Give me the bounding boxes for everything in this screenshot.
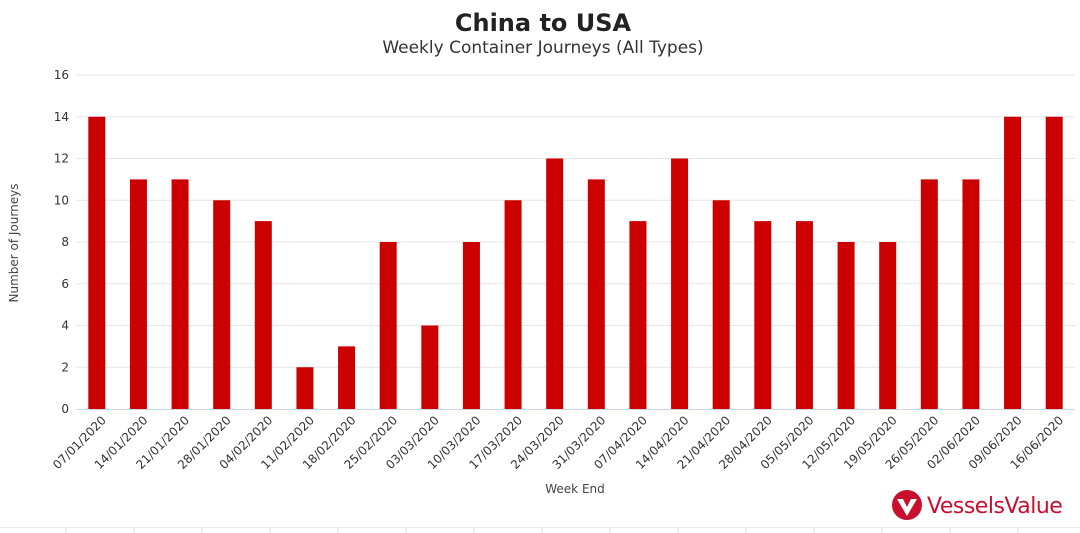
y-tick-label: 16 (54, 68, 69, 82)
gridlines (76, 74, 1075, 368)
bar (754, 221, 772, 409)
bar (254, 221, 272, 409)
y-tick-label: 4 (61, 319, 69, 333)
bar (1004, 116, 1022, 409)
y-axis-ticks: 0 2 4 6 8 10 12 14 16 (54, 68, 69, 416)
bar (587, 179, 605, 409)
y-tick-label: 2 (61, 360, 69, 374)
bar (379, 242, 397, 409)
x-axis-title: Week End (545, 482, 605, 496)
bar (296, 367, 314, 409)
bar (504, 200, 522, 409)
bar (88, 116, 106, 409)
bar (837, 242, 855, 409)
bar (1045, 116, 1063, 409)
vesselsvalue-logo: VesselsValue (892, 490, 1063, 520)
y-tick-label: 14 (54, 110, 69, 124)
x-axis-ticks: 07/01/202014/01/202021/01/202028/01/2020… (50, 413, 1066, 472)
y-tick-label: 6 (61, 277, 69, 291)
chart-subtitle: Weekly Container Journeys (All Types) (382, 38, 703, 58)
chart-title: China to USA (455, 9, 632, 37)
bottom-border-ticks (0, 527, 1080, 533)
bar (629, 221, 647, 409)
bar (879, 242, 897, 409)
bar (795, 221, 813, 409)
y-tick-label: 0 (61, 402, 69, 416)
bar (671, 158, 689, 409)
bar (462, 242, 480, 409)
y-tick-label: 12 (54, 152, 69, 166)
bar (920, 179, 938, 409)
vesselsvalue-logo-icon (892, 490, 922, 520)
bar (962, 179, 980, 409)
bar (546, 158, 564, 409)
bar (421, 325, 439, 409)
bars (88, 116, 1063, 409)
bar (338, 346, 356, 409)
logo-text: VesselsValue (927, 494, 1062, 519)
y-axis-title: Number of Journeys (7, 184, 21, 303)
bar (712, 200, 730, 409)
bar (171, 179, 189, 409)
y-tick-label: 8 (61, 235, 69, 249)
y-tick-label: 10 (54, 193, 69, 207)
bar (213, 200, 231, 409)
bar (129, 179, 147, 409)
